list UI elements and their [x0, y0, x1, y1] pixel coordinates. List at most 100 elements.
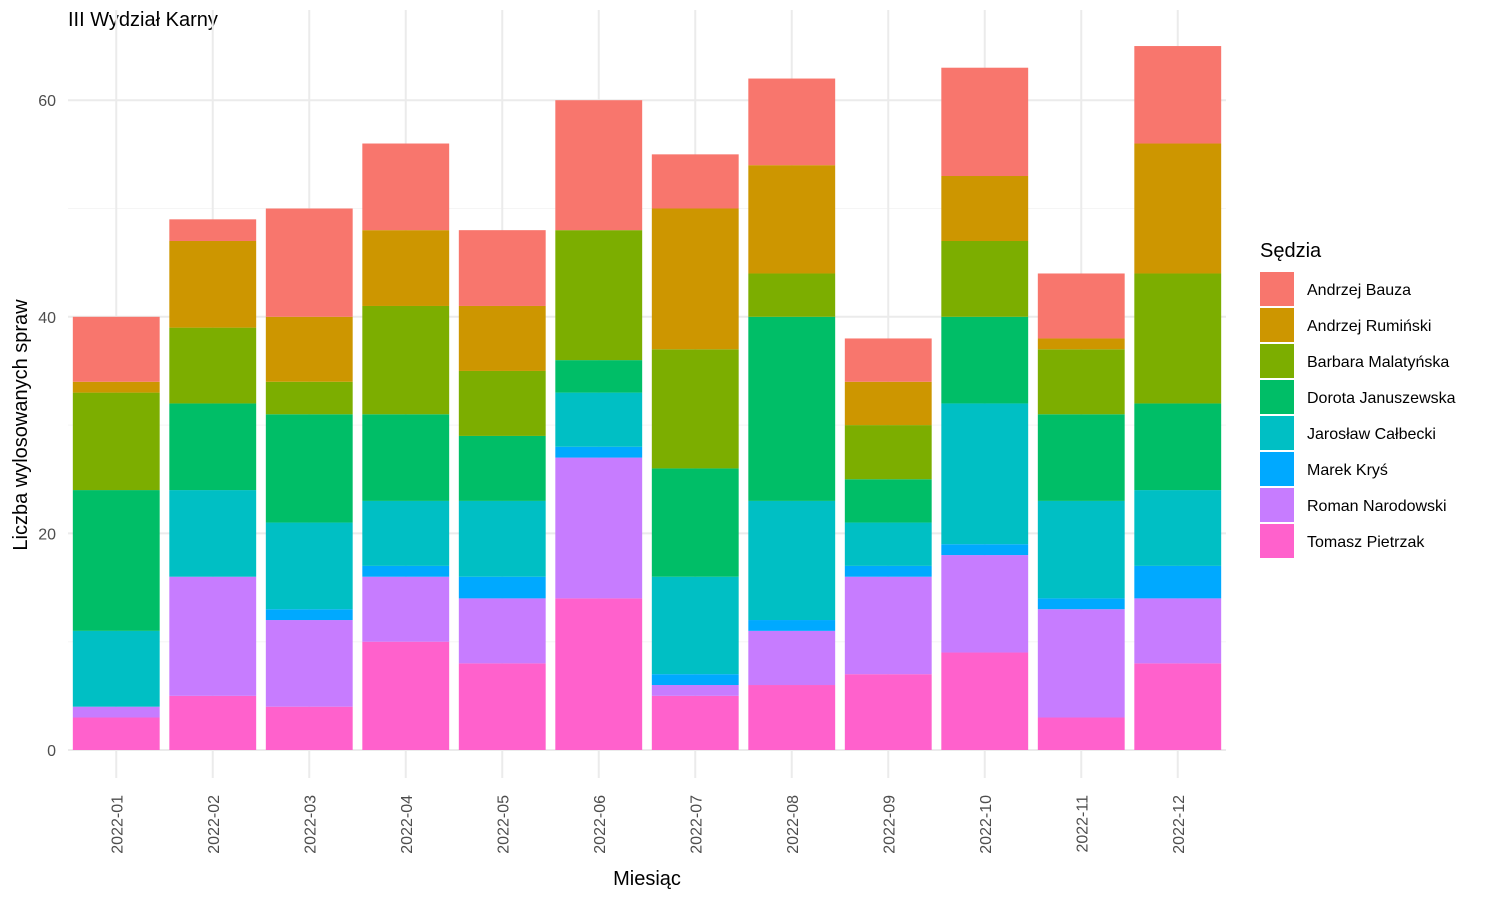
- bar-segment: Andrzej Bauza 2022-08: 8: [748, 78, 836, 166]
- x-axis-title: Miesiąc: [613, 868, 681, 890]
- bar-segment: Barbara Malatyńska 2022-04: 10: [362, 305, 450, 415]
- bar-segment: Barbara Malatyńska 2022-11: 6: [1037, 349, 1125, 415]
- bar-segment: Tomasz Pietrzak 2022-09: 7: [844, 674, 932, 750]
- bar-segment: Barbara Malatyńska 2022-12: 12: [1134, 273, 1222, 404]
- bar-segment: Andrzej Rumiński 2022-08: 10: [748, 165, 836, 274]
- bar-segment: Marek Kryś 2022-05: 2: [458, 576, 546, 599]
- bar-segment: Tomasz Pietrzak 2022-02: 5: [169, 695, 257, 750]
- chart-title: III Wydział Karny: [68, 9, 218, 31]
- y-tick-label: 20: [38, 526, 56, 543]
- legend-label: Roman Narodowski: [1307, 498, 1447, 515]
- legend-swatch: [1260, 344, 1294, 378]
- bar-segment: Roman Narodowski 2022-06: 13: [555, 457, 643, 599]
- bar-segment: Tomasz Pietrzak 2022-10: 9: [941, 652, 1029, 750]
- bar-segment: Roman Narodowski 2022-04: 6: [362, 576, 450, 642]
- bar-segment: Roman Narodowski 2022-03: 8: [265, 620, 353, 707]
- bar-segment: Andrzej Bauza 2022-04: 8: [362, 143, 450, 231]
- bar-segment: Tomasz Pietrzak 2022-05: 8: [458, 663, 546, 750]
- bar-segment: Andrzej Bauza 2022-10: 10: [941, 67, 1029, 177]
- bar-segment: Andrzej Bauza 2022-09: 4: [844, 338, 932, 382]
- bar-segment: Jarosław Całbecki 2022-06: 5: [555, 392, 643, 447]
- bar-segment: Marek Kryś 2022-08: 1: [748, 620, 836, 631]
- bar-segment: Tomasz Pietrzak 2022-12: 8: [1134, 663, 1222, 750]
- legend-title: Sędzia: [1260, 240, 1322, 262]
- y-tick-label: 40: [38, 310, 56, 327]
- bar-segment: Roman Narodowski 2022-11: 10: [1037, 609, 1125, 718]
- bar-segment: Jarosław Całbecki 2022-08: 11: [748, 500, 836, 621]
- bar-segment: Tomasz Pietrzak 2022-08: 6: [748, 685, 836, 750]
- legend-swatch: [1260, 380, 1294, 414]
- y-axis-ticks: 0 20 40 60: [38, 93, 56, 760]
- bar-segment: Andrzej Rumiński 2022-11: 1: [1037, 338, 1125, 350]
- x-tick-label: 2022-06: [592, 795, 609, 854]
- bar-segment: Jarosław Całbecki 2022-09: 4: [844, 522, 932, 566]
- bar-segment: Jarosław Całbecki 2022-03: 8: [265, 522, 353, 610]
- bar-segment: Tomasz Pietrzak 2022-06: 14: [555, 598, 643, 750]
- bar-segment: Jarosław Całbecki 2022-05: 7: [458, 500, 546, 577]
- bar-segment: Marek Kryś 2022-06: 1: [555, 446, 643, 458]
- legend-swatch: [1260, 524, 1294, 558]
- x-tick-label: 2022-03: [302, 795, 319, 854]
- bar-segment: Andrzej Rumiński 2022-07: 13: [651, 208, 739, 350]
- bar-segment: Barbara Malatyńska 2022-03: 3: [265, 381, 353, 415]
- x-tick-label: 2022-12: [1171, 795, 1188, 854]
- legend-swatch: [1260, 452, 1294, 486]
- legend-swatch: [1260, 308, 1294, 342]
- bar-segment: Andrzej Bauza 2022-06: 12: [555, 100, 643, 231]
- legend-label: Tomasz Pietrzak: [1307, 534, 1425, 551]
- bar-segment: Barbara Malatyńska 2022-10: 7: [941, 240, 1029, 317]
- bar-segment: Barbara Malatyńska 2022-08: 4: [748, 273, 836, 317]
- bar-segment: Dorota Januszewska 2022-09: 4: [844, 479, 932, 523]
- bar-segment: Marek Kryś 2022-12: 3: [1134, 565, 1222, 599]
- x-tick-label: 2022-01: [109, 795, 126, 854]
- legend-label: Dorota Januszewska: [1307, 390, 1456, 407]
- bar-segment: Barbara Malatyńska 2022-06: 12: [555, 230, 643, 361]
- bar-segment: Jarosław Całbecki 2022-02: 8: [169, 490, 257, 577]
- legend-label: Barbara Malatyńska: [1307, 354, 1449, 371]
- x-tick-label: 2022-08: [785, 795, 802, 854]
- y-tick-label: 60: [38, 93, 56, 110]
- bar-segment: Barbara Malatyńska 2022-01: 9: [72, 392, 160, 491]
- bar-segment: Andrzej Bauza 2022-03: 10: [265, 208, 353, 317]
- bar-segment: Roman Narodowski 2022-08: 5: [748, 630, 836, 686]
- bar-segment: Roman Narodowski 2022-12: 6: [1134, 598, 1222, 664]
- bar-segment: Dorota Januszewska 2022-01: 13: [72, 490, 160, 631]
- bar-segment: Marek Kryś 2022-11: 1: [1037, 598, 1125, 610]
- bar-segment: Jarosław Całbecki 2022-07: 9: [651, 576, 739, 675]
- bar-segment: Roman Narodowski 2022-09: 9: [844, 576, 932, 675]
- bar-segment: Andrzej Rumiński 2022-02: 8: [169, 240, 257, 328]
- legend-label: Marek Kryś: [1307, 462, 1388, 479]
- bar-segment: Dorota Januszewska 2022-03: 10: [265, 414, 353, 523]
- bar-segment: Barbara Malatyńska 2022-09: 5: [844, 425, 932, 480]
- bar-segment: Andrzej Bauza 2022-07: 5: [651, 154, 739, 209]
- bar-segment: Andrzej Rumiński 2022-12: 12: [1134, 143, 1222, 274]
- x-tick-label: 2022-10: [978, 795, 995, 854]
- bar-segment: Barbara Malatyńska 2022-05: 6: [458, 370, 546, 436]
- bar-segment: Barbara Malatyńska 2022-07: 11: [651, 349, 739, 469]
- x-tick-label: 2022-11: [1074, 795, 1091, 853]
- bar-segment: Dorota Januszewska 2022-11: 8: [1037, 414, 1125, 501]
- bar-segment: Tomasz Pietrzak 2022-03: 4: [265, 706, 353, 750]
- legend-label: Jarosław Całbecki: [1307, 426, 1436, 443]
- x-tick-label: 2022-07: [688, 795, 705, 854]
- bar-segment: Tomasz Pietrzak 2022-11: 3: [1037, 717, 1125, 750]
- bar-segment: Roman Narodowski 2022-02: 11: [169, 576, 257, 696]
- bar-segment: Dorota Januszewska 2022-02: 8: [169, 403, 257, 491]
- bar-segment: Tomasz Pietrzak 2022-07: 5: [651, 695, 739, 750]
- bar-segment: Barbara Malatyńska 2022-02: 7: [169, 327, 257, 404]
- x-tick-label: 2022-04: [399, 795, 416, 854]
- bar-segment: Jarosław Całbecki 2022-01: 7: [72, 630, 160, 707]
- bar-segment: Andrzej Rumiński 2022-05: 6: [458, 305, 546, 371]
- x-tick-label: 2022-09: [881, 795, 898, 854]
- x-axis-ticks: 2022-01 2022-02 2022-03 2022-04 2022-05 2022-…: [109, 795, 1188, 854]
- y-tick-label: 0: [47, 743, 56, 760]
- legend-swatch: [1260, 416, 1294, 450]
- bar-segment: Dorota Januszewska 2022-07: 10: [651, 468, 739, 577]
- bar-segment: Tomasz Pietrzak 2022-01: 3: [72, 717, 160, 750]
- bar-segment: Tomasz Pietrzak 2022-04: 10: [362, 641, 450, 750]
- bar-segment: Marek Kryś 2022-04: 1: [362, 565, 450, 577]
- bar-segment: Jarosław Całbecki 2022-11: 9: [1037, 500, 1125, 599]
- x-tick-label: 2022-05: [495, 795, 512, 854]
- bar-segment: Dorota Januszewska 2022-08: 17: [748, 316, 836, 501]
